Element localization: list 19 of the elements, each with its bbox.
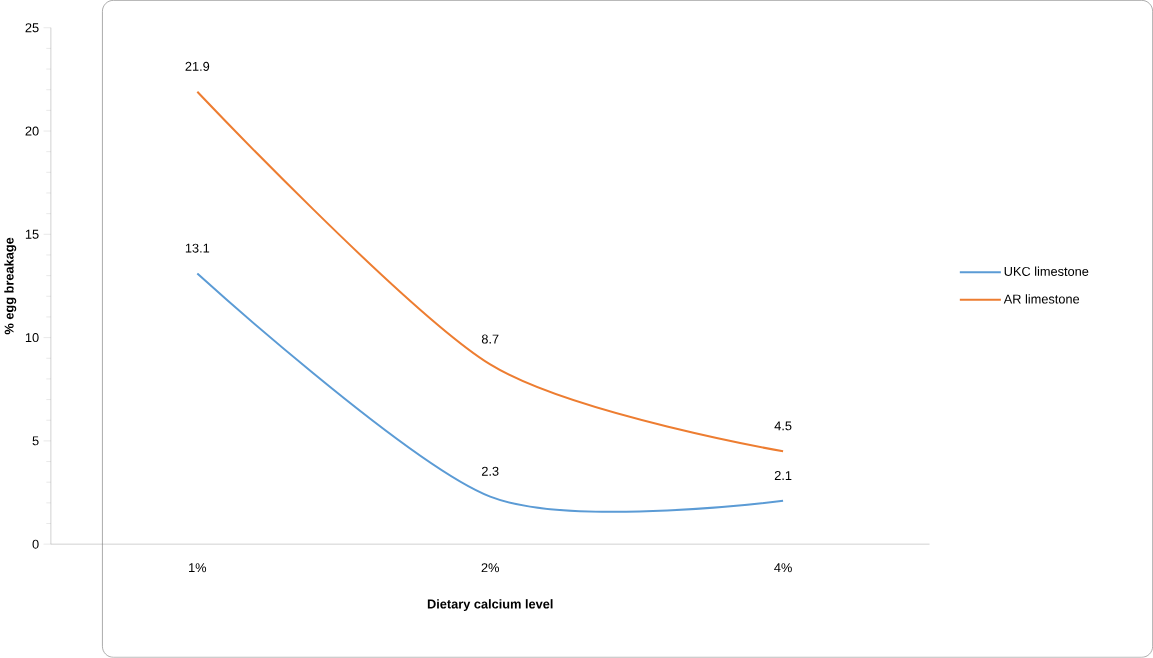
data-label: 21.9 (185, 62, 210, 72)
data-label: 2.1 (774, 471, 792, 481)
data-label: 4.5 (774, 421, 792, 431)
data-label: 13.1 (185, 243, 210, 253)
legend-label: UKC limestone (1004, 266, 1089, 277)
x-tick-label: 2% (481, 563, 499, 573)
y-tick-label: 0 (32, 539, 39, 549)
x-tick-label: 1% (189, 563, 207, 573)
data-label: 2.3 (481, 466, 499, 476)
data-label: 8.7 (481, 334, 499, 344)
x-axis-title: Dietary calcium level (427, 599, 553, 612)
y-tick-label: 5 (32, 436, 39, 446)
x-tick-label: 4% (774, 563, 792, 573)
y-tick-label: 25 (25, 23, 39, 33)
y-axis-title: % egg breakage (4, 237, 17, 335)
y-tick-label: 15 (25, 230, 39, 239)
y-tick-label: 20 (25, 126, 39, 136)
legend-label: AR limestone (1003, 294, 1080, 304)
y-tick-label: 10 (25, 333, 39, 343)
